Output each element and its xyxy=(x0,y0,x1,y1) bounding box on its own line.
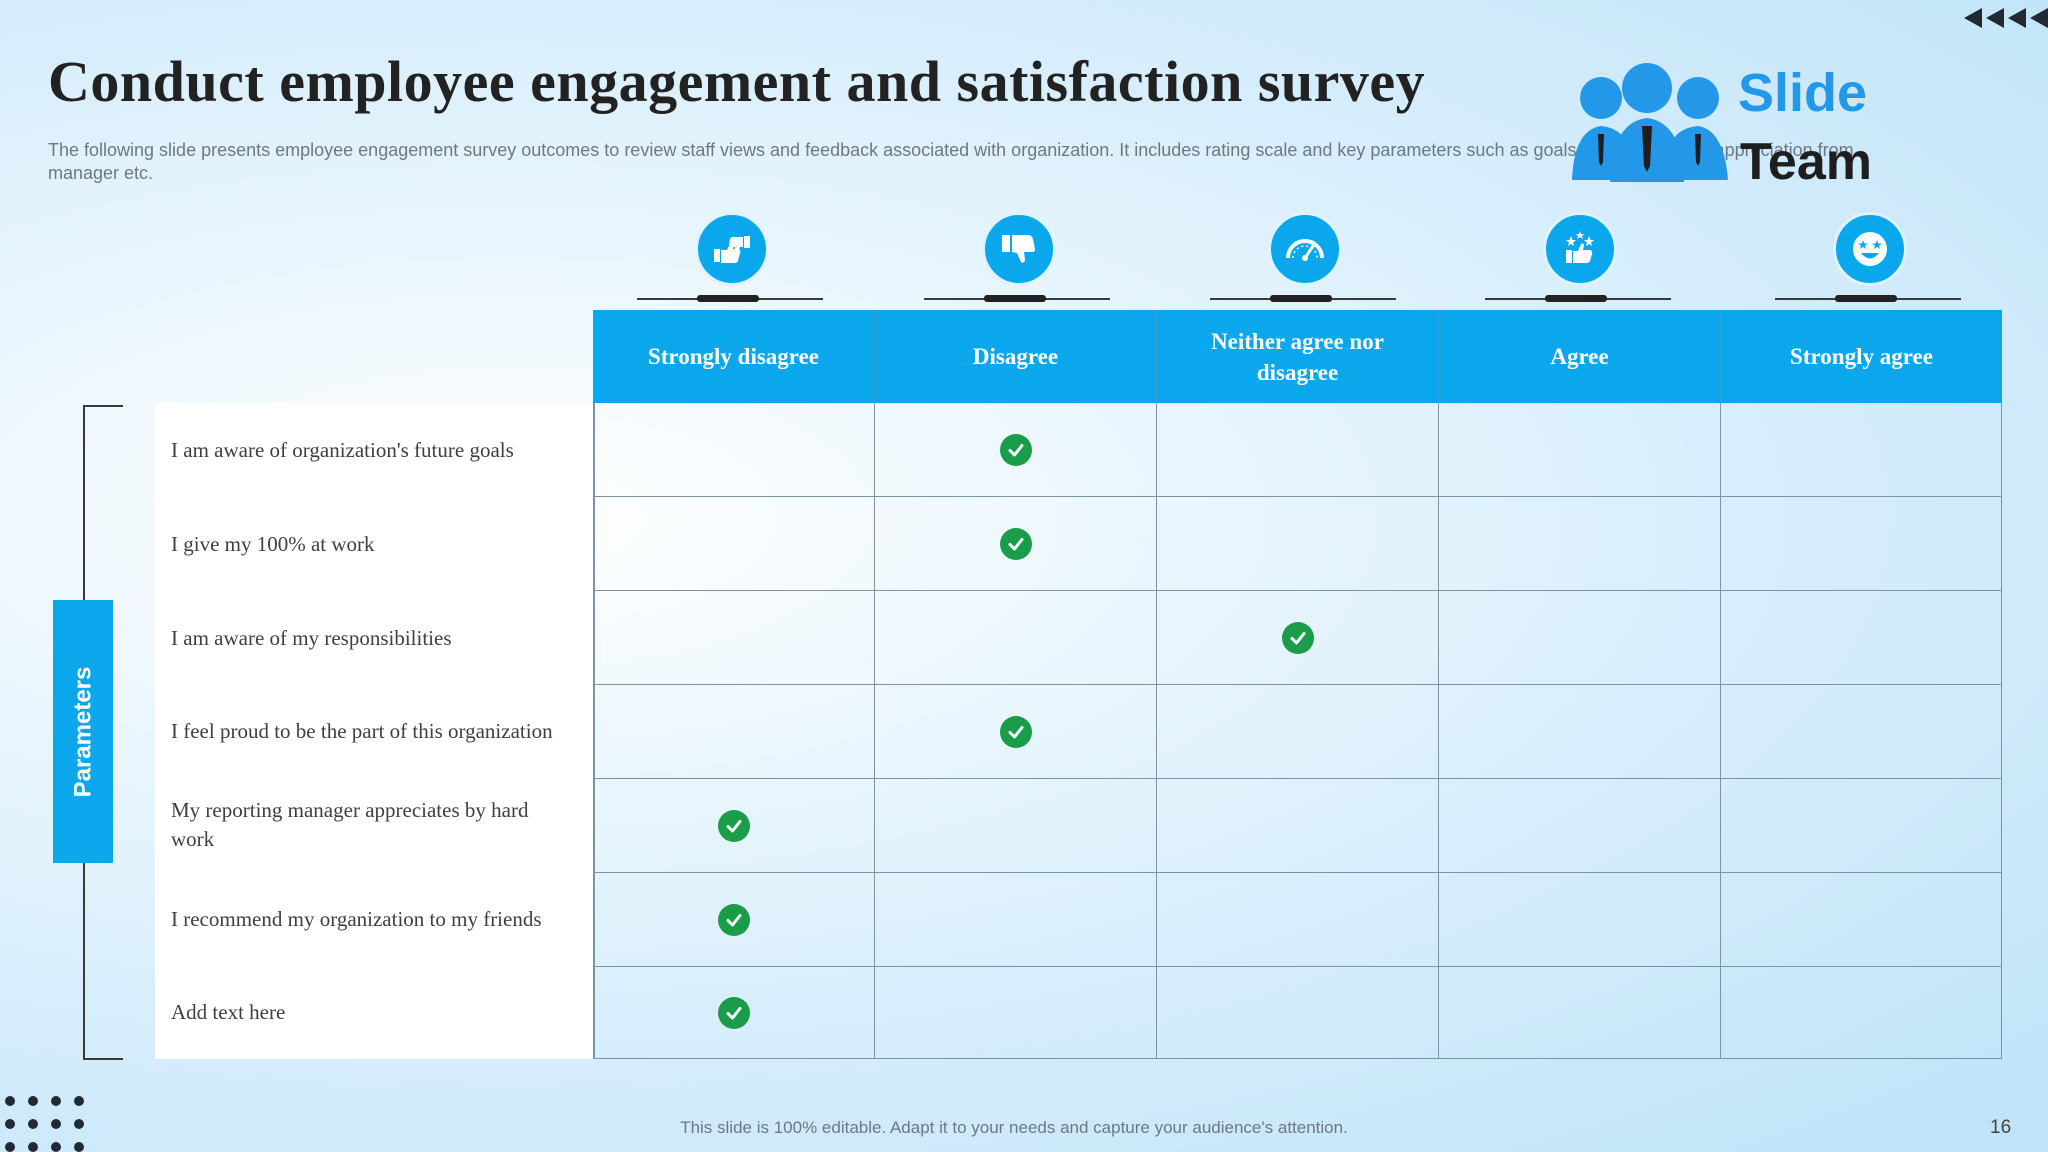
parameters-label: Parameters xyxy=(69,666,97,797)
logo-text-team: Team xyxy=(1740,133,1872,191)
slide-title: Conduct employee engagement and satisfac… xyxy=(48,49,1426,114)
grid-cell xyxy=(593,685,875,779)
check-icon xyxy=(718,997,750,1029)
rewind-arrows-icon[interactable] xyxy=(1960,5,2048,31)
grid-cell xyxy=(593,497,875,591)
scale-icon-strongly-agree xyxy=(1775,212,1961,302)
header-disagree: Disagree xyxy=(875,310,1157,403)
header-agree: Agree xyxy=(1439,310,1721,403)
grid-cell xyxy=(1721,967,2002,1059)
grid-cell xyxy=(1721,685,2002,779)
grid-cell xyxy=(593,873,875,967)
parameters-column: I am aware of organization's future goal… xyxy=(155,403,593,1059)
decorative-dots xyxy=(5,1096,84,1152)
parameter-row-5: My reporting manager appreciates by hard… xyxy=(171,798,529,851)
parameter-row-2: I give my 100% at work xyxy=(171,531,375,556)
grid-cell xyxy=(1157,403,1439,497)
grid-cell xyxy=(875,497,1157,591)
slide-subtitle: The following slide presents employee en… xyxy=(48,140,1854,183)
page-number: 16 xyxy=(1990,1117,2012,1138)
scale-icon-agree xyxy=(1485,212,1671,302)
scale-icon-neutral xyxy=(1210,212,1396,302)
header-strongly-agree: Strongly agree xyxy=(1790,344,1933,369)
check-icon xyxy=(1000,716,1032,748)
grid-cell xyxy=(1439,685,1721,779)
grid-cell xyxy=(593,967,875,1059)
grid-cell xyxy=(1721,403,2002,497)
thumbs-up-down-icon xyxy=(714,236,750,263)
parameter-row-7: Add text here xyxy=(171,999,286,1024)
grid-cell xyxy=(1439,967,1721,1059)
grid-cell xyxy=(875,685,1157,779)
star-eyes-face-icon xyxy=(1853,232,1887,266)
grid-cell xyxy=(1439,779,1721,873)
check-icon xyxy=(1000,434,1032,466)
grid-cell xyxy=(875,779,1157,873)
survey-grid xyxy=(593,403,2002,1059)
grid-cell xyxy=(875,967,1157,1059)
logo-text-slide: Slide xyxy=(1738,63,1868,123)
grid-cell xyxy=(875,403,1157,497)
grid-cell xyxy=(1157,497,1439,591)
header-neither: Neither agree nor disagree xyxy=(1157,310,1439,403)
grid-cell xyxy=(1439,497,1721,591)
thumbs-down-icon xyxy=(1002,235,1035,263)
grid-cell xyxy=(1721,591,2002,685)
grid-cell xyxy=(1439,403,1721,497)
check-icon xyxy=(718,810,750,842)
grid-cell xyxy=(875,873,1157,967)
grid-cell xyxy=(1721,873,2002,967)
gauge-icon xyxy=(1286,239,1324,261)
footer-note: This slide is 100% editable. Adapt it to… xyxy=(680,1118,1348,1137)
grid-cell xyxy=(1157,685,1439,779)
thumbs-up-stars-icon xyxy=(1566,231,1594,263)
grid-cell xyxy=(593,403,875,497)
parameter-row-1: I am aware of organization's future goal… xyxy=(171,437,514,462)
scale-header-row: Strongly disagree Disagree Neither agree… xyxy=(593,310,2002,403)
grid-cell xyxy=(1157,873,1439,967)
header-strongly-disagree: Strongly disagree xyxy=(593,310,875,403)
scale-icon-strongly-disagree xyxy=(637,212,823,302)
parameters-label-tab: Parameters xyxy=(53,600,113,863)
grid-cell xyxy=(875,591,1157,685)
scale-icon-disagree xyxy=(924,212,1110,302)
parameter-row-4: I feel proud to be the part of this orga… xyxy=(171,718,553,743)
grid-cell xyxy=(1157,591,1439,685)
grid-cell xyxy=(1439,591,1721,685)
grid-cell xyxy=(1721,779,2002,873)
grid-cell xyxy=(1439,873,1721,967)
grid-cell xyxy=(1721,497,2002,591)
grid-cell xyxy=(593,779,875,873)
grid-cell xyxy=(593,591,875,685)
slideteam-logo xyxy=(1572,63,1728,182)
parameter-row-3: I am aware of my responsibilities xyxy=(171,625,452,650)
grid-cell xyxy=(1157,779,1439,873)
check-icon xyxy=(718,904,750,936)
parameter-row-6: I recommend my organization to my friend… xyxy=(171,906,542,931)
check-icon xyxy=(1282,622,1314,654)
check-icon xyxy=(1000,528,1032,560)
grid-cell xyxy=(1157,967,1439,1059)
